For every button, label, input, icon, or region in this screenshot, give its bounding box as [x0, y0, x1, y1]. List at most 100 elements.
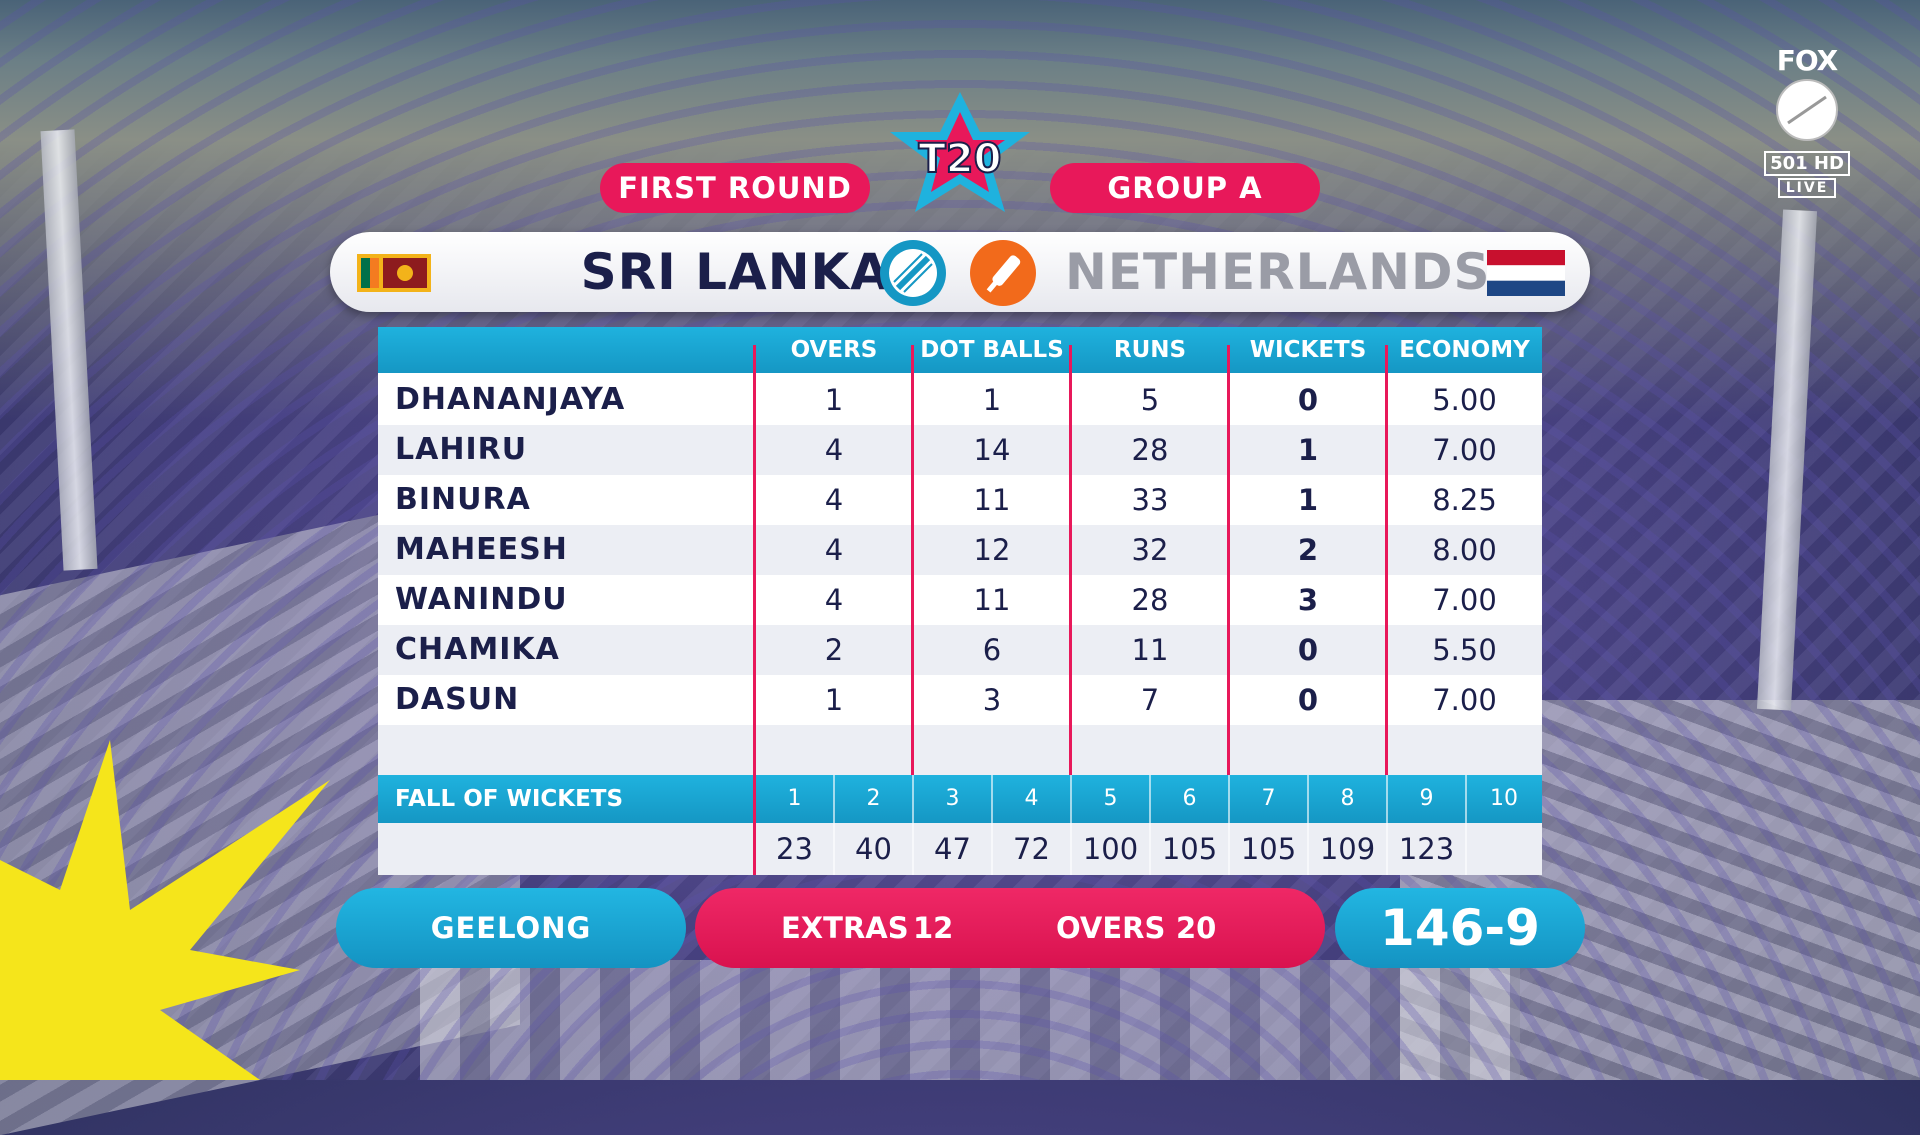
fow-divider — [1307, 775, 1309, 875]
bowler-runs: 5 — [1140, 383, 1160, 417]
table-row: CHAMIKA 2 6 11 0 5.50 — [378, 625, 1542, 675]
wicket-score: 47 — [934, 832, 971, 866]
column-header-dot-balls: DOT BALLS — [920, 337, 1064, 363]
bowler-economy: 7.00 — [1432, 583, 1497, 617]
bowler-wickets: 0 — [1297, 633, 1319, 667]
bowling-scorecard: OVERS DOT BALLS RUNS WICKETS ECONOMY DHA… — [378, 327, 1542, 875]
wicket-score: 123 — [1398, 832, 1455, 866]
yellow-burst-graphic — [0, 740, 330, 1080]
bowler-name: CHAMIKA — [395, 632, 560, 667]
bowler-overs: 4 — [824, 583, 844, 617]
table-row: MAHEESH 4 12 32 2 8.00 — [378, 525, 1542, 575]
bowler-overs: 4 — [824, 483, 844, 517]
bowler-name: WANINDU — [395, 582, 568, 617]
round-badge: FIRST ROUND — [600, 163, 870, 213]
bowler-dot-balls: 11 — [973, 583, 1011, 617]
wicket-score: 23 — [776, 832, 813, 866]
t20-logo-text: T20 — [919, 136, 1002, 182]
fow-divider — [1465, 775, 1467, 875]
t20-world-cup-logo: T20 — [890, 92, 1030, 212]
netherlands-flag-icon — [1487, 250, 1565, 296]
fow-divider — [1070, 775, 1072, 875]
bowler-overs: 1 — [824, 683, 844, 717]
table-row: BINURA 4 11 33 1 8.25 — [378, 475, 1542, 525]
bowler-wickets: 0 — [1297, 383, 1319, 417]
wicket-number: 5 — [1103, 786, 1118, 811]
bowler-dot-balls: 6 — [982, 633, 1002, 667]
cricket-bat-icon — [970, 240, 1036, 306]
wicket-number: 10 — [1490, 786, 1518, 811]
bowler-name: BINURA — [395, 482, 531, 517]
bowler-economy: 7.00 — [1432, 433, 1497, 467]
wicket-number: 1 — [787, 786, 802, 811]
column-header-runs: RUNS — [1113, 337, 1187, 363]
cricket-ball-logo-icon — [1776, 79, 1838, 141]
wicket-number: 2 — [866, 786, 881, 811]
fox-sports-logo: FOX 501 HD LIVE — [1764, 44, 1850, 216]
fow-divider — [833, 775, 835, 875]
bowler-name: DHANANJAYA — [395, 382, 626, 417]
table-row: WANINDU 4 11 28 3 7.00 — [378, 575, 1542, 625]
column-divider — [1227, 345, 1230, 775]
bowling-team-name: SRI LANKA — [580, 243, 890, 301]
fow-divider — [1386, 775, 1388, 875]
fow-divider — [912, 775, 914, 875]
bowler-dot-balls: 3 — [982, 683, 1002, 717]
bowler-economy: 8.25 — [1432, 483, 1497, 517]
bowler-runs: 33 — [1131, 483, 1169, 517]
bowler-runs: 11 — [1131, 633, 1169, 667]
column-divider — [753, 775, 756, 875]
sri-lanka-flag-icon — [357, 254, 431, 292]
teams-bar: SRI LANKA NETHERLANDS — [330, 232, 1590, 312]
column-header-economy: ECONOMY — [1399, 337, 1530, 363]
venue-badge: GEELONG — [336, 888, 686, 968]
wicket-score: 105 — [1161, 832, 1218, 866]
fall-of-wickets-scores: 23 40 47 72 100 105 105 109 123 — [378, 823, 1542, 875]
wicket-score: 72 — [1013, 832, 1050, 866]
bowler-wickets: 2 — [1297, 533, 1319, 567]
wicket-number: 8 — [1340, 786, 1355, 811]
bowler-economy: 7.00 — [1432, 683, 1497, 717]
table-row-empty — [378, 725, 1542, 775]
fall-of-wickets-label: FALL OF WICKETS — [395, 786, 624, 812]
bowler-economy: 5.50 — [1432, 633, 1497, 667]
bowler-runs: 28 — [1131, 583, 1169, 617]
bowler-overs: 4 — [824, 433, 844, 467]
wicket-number: 7 — [1261, 786, 1276, 811]
fow-divider — [1149, 775, 1151, 875]
fall-of-wickets-header: FALL OF WICKETS 1 2 3 4 5 6 7 8 9 10 — [378, 775, 1542, 823]
column-header-overs: OVERS — [790, 337, 878, 363]
bowler-wickets: 1 — [1297, 433, 1319, 467]
table-row: DHANANJAYA 1 1 5 0 5.00 — [378, 375, 1542, 425]
wicket-score: 100 — [1082, 832, 1139, 866]
bowler-name: DASUN — [395, 682, 520, 717]
bowler-runs: 7 — [1140, 683, 1160, 717]
broadcaster-brand: FOX — [1776, 44, 1839, 77]
bowler-wickets: 1 — [1297, 483, 1319, 517]
table-header: OVERS DOT BALLS RUNS WICKETS ECONOMY — [378, 327, 1542, 373]
bowler-runs: 28 — [1131, 433, 1169, 467]
overs-label: OVERS — [1056, 911, 1166, 945]
bowler-economy: 5.00 — [1432, 383, 1497, 417]
cricket-ball-icon — [880, 240, 946, 306]
bowler-wickets: 3 — [1297, 583, 1319, 617]
wicket-score — [1466, 823, 1542, 875]
wicket-score: 109 — [1319, 832, 1376, 866]
extras-label: EXTRAS — [781, 911, 909, 945]
wicket-number: 3 — [945, 786, 960, 811]
bowler-dot-balls: 11 — [973, 483, 1011, 517]
bowler-wickets: 0 — [1297, 683, 1319, 717]
bowler-overs: 1 — [824, 383, 844, 417]
column-header-wickets: WICKETS — [1249, 337, 1367, 363]
bowler-dot-balls: 14 — [973, 433, 1011, 467]
bowler-name: LAHIRU — [395, 432, 528, 467]
bowler-name: MAHEESH — [395, 532, 568, 567]
bowler-economy: 8.00 — [1432, 533, 1497, 567]
overs-value: 20 — [1176, 911, 1217, 945]
batting-team-name: NETHERLANDS — [1065, 243, 1491, 301]
bowler-overs: 4 — [824, 533, 844, 567]
extras-value: 12 — [913, 911, 954, 945]
bowler-dot-balls: 12 — [973, 533, 1011, 567]
wicket-number: 9 — [1419, 786, 1434, 811]
fow-divider — [991, 775, 993, 875]
